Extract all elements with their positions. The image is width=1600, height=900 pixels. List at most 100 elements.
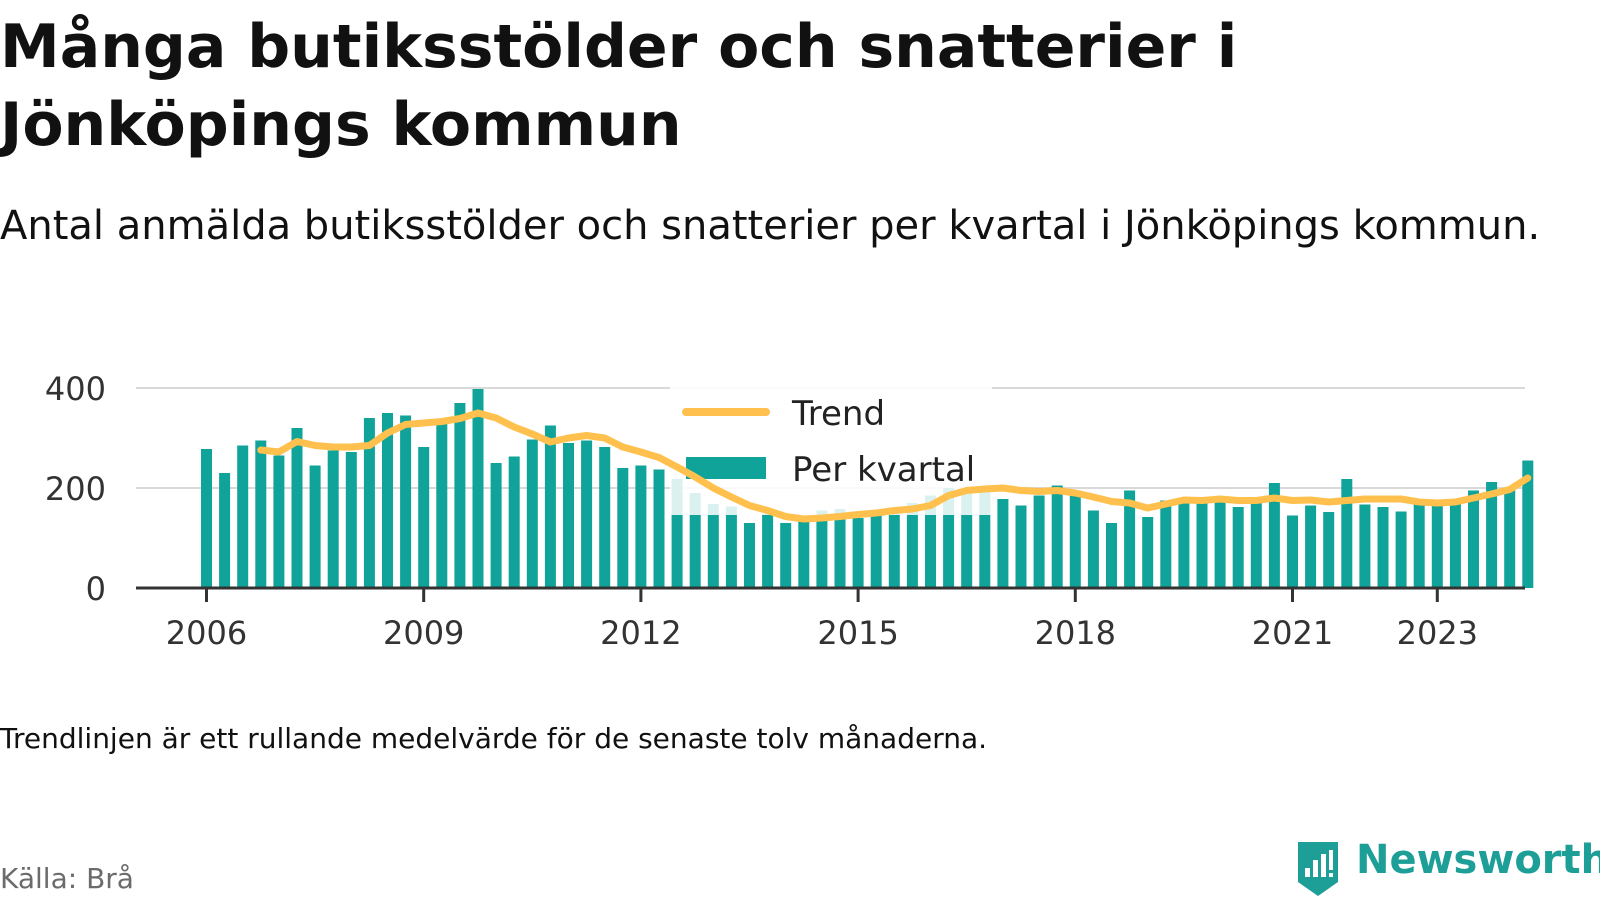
y-tick-label: 400 (45, 370, 106, 408)
bar (653, 469, 665, 588)
bar (363, 418, 375, 588)
bar (834, 509, 846, 588)
bar (544, 425, 556, 588)
bar (526, 439, 538, 588)
bar (1142, 517, 1154, 588)
bar (454, 403, 466, 588)
bar (1486, 482, 1498, 588)
bar (1015, 505, 1027, 588)
x-tick-label: 2018 (1035, 614, 1116, 652)
bar (1431, 504, 1443, 588)
bar (1124, 490, 1136, 588)
bar (273, 455, 285, 588)
bar (345, 452, 357, 588)
bar (617, 468, 629, 588)
bar (925, 495, 936, 588)
bar (1468, 490, 1479, 588)
bar (1232, 507, 1244, 588)
bar (1305, 505, 1317, 588)
page-title: Många butiksstölder och snatterier i Jön… (0, 12, 1238, 160)
bar (237, 445, 249, 588)
bar (563, 443, 574, 588)
bar (1250, 499, 1262, 588)
x-tick-label: 2012 (600, 614, 681, 652)
bar (906, 503, 918, 588)
legend-bars-label: Per kvartal (792, 450, 975, 490)
bar (1449, 499, 1461, 588)
bar (1160, 500, 1172, 588)
bar (1377, 507, 1389, 588)
bar (1033, 495, 1045, 588)
bar (327, 450, 339, 588)
source-label: Källa: Brå (0, 862, 134, 895)
legend: Trend Per kvartal (670, 387, 992, 515)
brand: Newsworthy (1294, 838, 1600, 900)
x-tick-label: 2009 (383, 614, 464, 652)
bar (436, 420, 448, 588)
bar (816, 510, 828, 588)
bar (979, 490, 991, 588)
newsworthy-logo-icon (1298, 842, 1338, 896)
bar (1323, 512, 1335, 588)
bar (490, 463, 502, 588)
bar (943, 488, 955, 588)
bar (1069, 490, 1081, 588)
bar (1178, 498, 1190, 588)
x-tick-label: 2021 (1252, 614, 1333, 652)
bar (1051, 485, 1063, 588)
bar (888, 508, 900, 588)
bar (671, 479, 683, 588)
bar (581, 440, 593, 588)
y-tick-label: 200 (45, 470, 106, 508)
bar (852, 518, 864, 588)
bar (255, 440, 267, 588)
bar (635, 465, 647, 588)
trend-series-line (257, 409, 1532, 523)
bar (689, 493, 701, 588)
bar (1196, 502, 1208, 588)
legend-trend-label: Trend (791, 394, 885, 434)
bar (961, 489, 973, 588)
brand-name: Newsworthy (1356, 837, 1600, 883)
bar (725, 506, 737, 588)
bar (762, 514, 774, 588)
bar (744, 523, 755, 588)
bar (870, 513, 882, 588)
bar (1522, 460, 1534, 588)
page-subtitle: Antal anmälda butiksstölder och snatteri… (0, 203, 1541, 249)
bar (1413, 500, 1425, 588)
trend-line (257, 409, 1532, 523)
bar (707, 504, 719, 588)
bar (1106, 523, 1117, 588)
bar (798, 520, 810, 588)
bar (1087, 510, 1099, 588)
legend-bars-swatch (686, 457, 766, 479)
chart-note: Trendlinjen är ett rullande medelvärde f… (0, 722, 988, 755)
bars (201, 389, 1534, 588)
bar (1341, 479, 1353, 588)
bar (1395, 511, 1407, 588)
bar (1268, 483, 1280, 588)
bar (599, 447, 611, 588)
bar (382, 413, 393, 588)
bar (780, 523, 792, 588)
bar (418, 447, 430, 588)
axes: 2006 2009 2012 2015 2018 2021 2023 (136, 586, 1525, 652)
x-tick-label: 2023 (1397, 614, 1478, 652)
y-tick-label: 0 (86, 570, 106, 608)
bar (1214, 498, 1226, 588)
x-tick-label: 2006 (166, 614, 247, 652)
bar (508, 456, 520, 588)
bar (291, 428, 303, 588)
x-tick-label: 2015 (817, 614, 898, 652)
bar (201, 449, 212, 588)
bar (1287, 515, 1298, 588)
bar (997, 499, 1009, 588)
bar (1504, 490, 1516, 588)
bar (1359, 504, 1371, 588)
bar (219, 473, 231, 588)
bar (400, 415, 412, 588)
bar (472, 389, 484, 588)
bar (309, 465, 321, 588)
